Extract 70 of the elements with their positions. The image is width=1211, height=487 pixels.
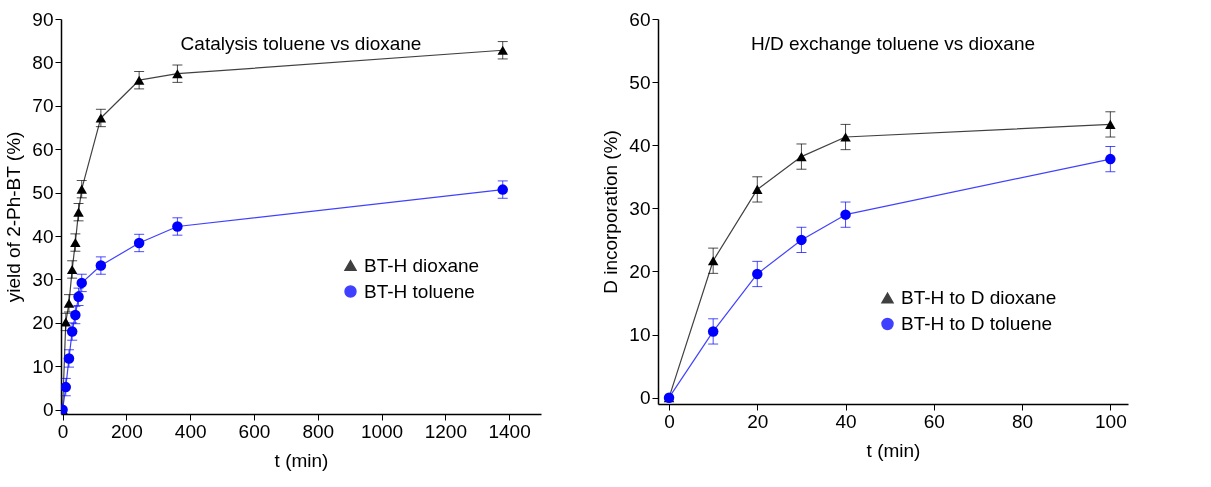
x-tick-label: 800 bbox=[302, 420, 335, 442]
y-tick-label: 30 bbox=[32, 268, 54, 290]
point bbox=[70, 309, 81, 321]
point bbox=[1105, 153, 1116, 165]
text: H/D exchange toluene vs dioxane bbox=[750, 33, 1036, 54]
x-tick-label: 100 bbox=[1095, 410, 1127, 432]
y-tick-label: 50 bbox=[32, 182, 54, 204]
point bbox=[95, 260, 107, 271]
point bbox=[61, 317, 72, 327]
point bbox=[497, 45, 508, 55]
point bbox=[63, 353, 75, 364]
point bbox=[172, 221, 183, 232]
y-tick-label: 50 bbox=[629, 71, 651, 93]
point bbox=[752, 184, 763, 194]
x-axis-title: t (min) bbox=[274, 449, 329, 471]
x-tick-label: 20 bbox=[747, 410, 769, 432]
legend-label: BT-H to D dioxane bbox=[901, 287, 1057, 308]
point bbox=[707, 326, 719, 337]
y-tick-label: 20 bbox=[32, 312, 54, 334]
point bbox=[172, 69, 183, 79]
y-tick-label: 20 bbox=[629, 260, 651, 282]
point bbox=[133, 75, 145, 85]
point bbox=[95, 113, 107, 123]
legend-label: BT-H to D toluene bbox=[901, 313, 1053, 334]
legend-label: BT-H toluene bbox=[364, 280, 475, 302]
point bbox=[66, 326, 78, 337]
legend-label: BT-H dioxane bbox=[364, 254, 480, 276]
y-axis-title: D incorporation (%) bbox=[600, 130, 622, 294]
point bbox=[497, 184, 508, 195]
point bbox=[707, 256, 719, 266]
text: Catalysis toluene vs dioxane bbox=[180, 33, 422, 54]
point bbox=[61, 381, 72, 393]
point bbox=[76, 184, 87, 194]
y-tick-label: 30 bbox=[629, 197, 651, 219]
y-tick-label: 40 bbox=[32, 225, 54, 247]
x-tick-label: 1200 bbox=[424, 420, 467, 442]
x-tick-label: 0 bbox=[57, 420, 69, 442]
y-tick-label: 40 bbox=[629, 134, 651, 156]
x-tick-label: 1400 bbox=[488, 420, 531, 442]
point bbox=[796, 152, 807, 162]
x-tick-label: 200 bbox=[111, 420, 143, 442]
y-axis-title: yield of 2-Ph-BT (%) bbox=[3, 131, 25, 303]
x-tick-label: 400 bbox=[174, 420, 207, 442]
y-tick-label: 70 bbox=[32, 95, 54, 117]
point bbox=[76, 277, 87, 289]
point bbox=[796, 234, 807, 246]
y-tick-label: 10 bbox=[32, 355, 54, 377]
x-tick-label: 80 bbox=[1012, 410, 1034, 432]
point bbox=[66, 264, 78, 274]
y-tick-label: 0 bbox=[639, 387, 651, 409]
x-tick-label: 0 bbox=[664, 410, 675, 432]
y-tick-label: 80 bbox=[32, 51, 54, 73]
point bbox=[752, 268, 763, 280]
point bbox=[73, 291, 84, 303]
y-tick-label: 10 bbox=[629, 324, 651, 346]
point bbox=[840, 132, 851, 142]
x-tick-label: 60 bbox=[923, 410, 945, 432]
point bbox=[1105, 119, 1116, 129]
y-tick-label: 60 bbox=[32, 138, 54, 160]
y-tick-label: 90 bbox=[32, 8, 54, 30]
point bbox=[133, 237, 145, 249]
x-tick-label: 1000 bbox=[360, 420, 404, 442]
x-tick-label: 40 bbox=[835, 410, 857, 432]
point bbox=[70, 238, 81, 248]
x-tick-label: 600 bbox=[238, 420, 271, 442]
y-tick-label: 60 bbox=[629, 8, 651, 30]
x-axis-title: t (min) bbox=[866, 439, 921, 461]
point bbox=[63, 298, 75, 308]
point bbox=[840, 209, 851, 220]
point bbox=[73, 207, 84, 217]
